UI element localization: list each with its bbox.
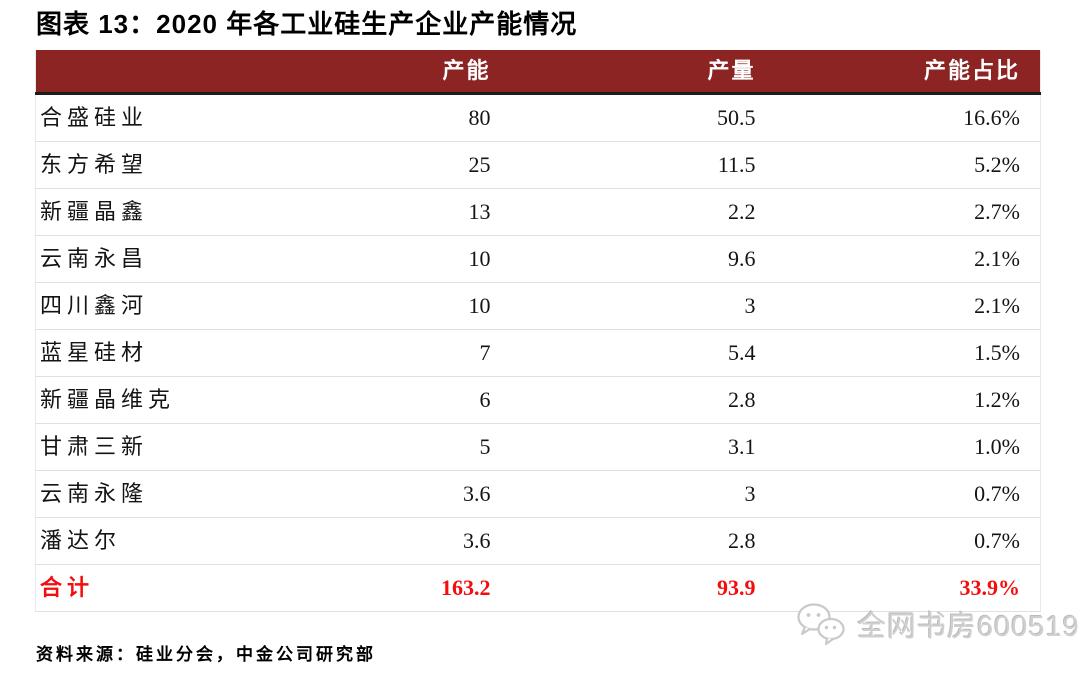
table-row: 新疆晶维克 6 2.8 1.2%	[35, 376, 1041, 424]
share-cell: 0.7%	[775, 517, 1041, 565]
table-row: 东方希望 25 11.5 5.2%	[35, 141, 1041, 189]
company-name-cell: 潘达尔	[35, 517, 206, 565]
company-name-cell: 甘肃三新	[35, 423, 206, 471]
table-header: 产能 产量 产能占比	[35, 50, 1041, 95]
capacity-cell: 6	[205, 376, 511, 424]
table-row: 甘肃三新 5 3.1 1.0%	[35, 423, 1041, 471]
share-cell: 1.5%	[775, 329, 1041, 377]
company-column-header	[35, 50, 206, 95]
share-cell: 1.0%	[775, 423, 1041, 471]
output-cell: 11.5	[510, 141, 776, 189]
share-cell: 1.2%	[775, 376, 1041, 424]
table-row: 新疆晶鑫 13 2.2 2.7%	[35, 188, 1041, 236]
output-cell: 2.8	[510, 517, 776, 565]
output-column-header: 产量	[510, 50, 776, 95]
share-column-header: 产能占比	[775, 50, 1041, 95]
share-cell: 2.1%	[775, 235, 1041, 283]
table-row: 四川鑫河 10 3 2.1%	[35, 282, 1041, 330]
capacity-cell: 3.6	[205, 517, 511, 565]
output-cell: 2.2	[510, 188, 776, 236]
company-name-cell: 云南永隆	[35, 470, 206, 518]
company-name-cell: 蓝星硅材	[35, 329, 206, 377]
company-name-cell: 四川鑫河	[35, 282, 206, 330]
total-label-cell: 合计	[35, 564, 206, 612]
share-cell: 16.6%	[775, 93, 1041, 142]
share-cell: 2.7%	[775, 188, 1041, 236]
figure-title: 图表 13：2020 年各工业硅生产企业产能情况	[36, 9, 578, 39]
output-cell: 5.4	[510, 329, 776, 377]
capacity-cell: 3.6	[205, 470, 511, 518]
capacity-cell: 5	[205, 423, 511, 471]
capacity-cell: 7	[205, 329, 511, 377]
total-row: 合计 163.2 93.9 33.9%	[35, 564, 1041, 612]
share-cell: 2.1%	[775, 282, 1041, 330]
output-cell: 2.8	[510, 376, 776, 424]
total-share-cell: 33.9%	[775, 564, 1041, 612]
company-name-cell: 云南永昌	[35, 235, 206, 283]
share-cell: 0.7%	[775, 470, 1041, 518]
capacity-cell: 13	[205, 188, 511, 236]
watermark: 全网书房600519	[795, 602, 1080, 646]
source-note: 资料来源：硅业分会，中金公司研究部	[36, 645, 376, 664]
output-cell: 3.1	[510, 423, 776, 471]
header-row: 产能 产量 产能占比	[35, 50, 1041, 95]
table-row: 云南永昌 10 9.6 2.1%	[35, 235, 1041, 283]
capacity-cell: 10	[205, 282, 511, 330]
table-row: 蓝星硅材 7 5.4 1.5%	[35, 329, 1041, 377]
table-row: 云南永隆 3.6 3 0.7%	[35, 470, 1041, 518]
share-cell: 5.2%	[775, 141, 1041, 189]
table-body: 合盛硅业 80 50.5 16.6% 东方希望 25 11.5 5.2% 新疆晶…	[35, 93, 1041, 612]
company-name-cell: 东方希望	[35, 141, 206, 189]
total-output-cell: 93.9	[510, 564, 776, 612]
company-name-cell: 合盛硅业	[35, 93, 206, 142]
output-cell: 50.5	[510, 93, 776, 142]
capacity-cell: 10	[205, 235, 511, 283]
wechat-icon	[795, 602, 847, 646]
output-cell: 9.6	[510, 235, 776, 283]
capacity-table: 产能 产量 产能占比 合盛硅业 80 50.5 16.6% 东方希望 25 11…	[35, 50, 1041, 612]
output-cell: 3	[510, 282, 776, 330]
total-capacity-cell: 163.2	[205, 564, 511, 612]
company-name-cell: 新疆晶维克	[35, 376, 206, 424]
table-row: 合盛硅业 80 50.5 16.6%	[35, 93, 1041, 142]
capacity-column-header: 产能	[205, 50, 511, 95]
output-cell: 3	[510, 470, 776, 518]
watermark-text: 全网书房600519	[857, 611, 1080, 643]
capacity-cell: 80	[205, 93, 511, 142]
capacity-cell: 25	[205, 141, 511, 189]
company-name-cell: 新疆晶鑫	[35, 188, 206, 236]
table-row: 潘达尔 3.6 2.8 0.7%	[35, 517, 1041, 565]
